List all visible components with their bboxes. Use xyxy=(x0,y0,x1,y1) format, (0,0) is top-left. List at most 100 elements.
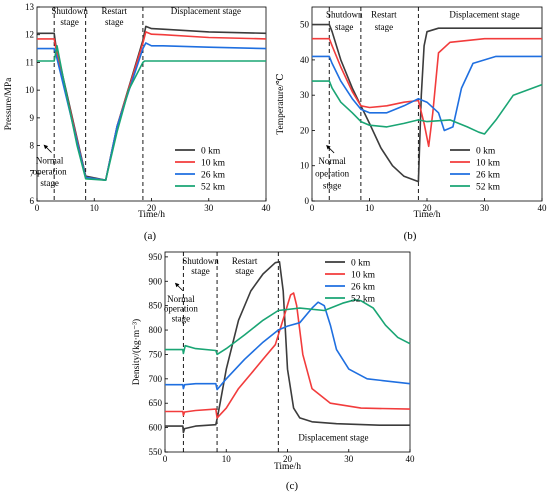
x-tick-label: 20 xyxy=(283,454,293,464)
stage-annotation: stage xyxy=(105,17,124,27)
panel-label: (a) xyxy=(144,230,157,242)
legend-entry: 0 km xyxy=(201,147,221,157)
legend-entry: 26 km xyxy=(476,171,501,181)
stage-annotation: stage xyxy=(191,266,210,276)
panel-label: (c) xyxy=(286,480,299,492)
stage-annotation: Shutdown xyxy=(326,10,363,20)
series-line-52-km xyxy=(165,298,411,356)
stage-annotation: Restart xyxy=(102,6,128,16)
x-axis-label: Time/h xyxy=(138,210,165,220)
y-tick-label: 12 xyxy=(25,30,34,40)
stage-annotation: Shutdown xyxy=(182,256,219,266)
series-line-52-km xyxy=(37,44,266,181)
x-tick-label: 20 xyxy=(423,203,433,213)
y-tick-label: 800 xyxy=(149,325,163,335)
series-line-0-km xyxy=(312,23,542,183)
series-line-10-km xyxy=(312,37,542,148)
legend-entry: 10 km xyxy=(351,271,376,281)
y-tick-label: 11 xyxy=(25,57,34,67)
legend-entry: 26 km xyxy=(351,283,376,293)
stage-annotation: stage xyxy=(335,22,354,32)
stage-annotation: Restart xyxy=(232,256,258,266)
y-tick-label: 550 xyxy=(149,447,163,457)
annotation-arrowhead xyxy=(174,282,180,288)
legend-entry: 52 km xyxy=(201,183,226,193)
y-tick-label: 7 xyxy=(30,168,35,178)
chart-panel-1: 0 10 20 30 40 6 7 8 9 10 11 12 13 Time/h Pressure/MPa S… xyxy=(4,2,271,242)
annotation-arrowhead xyxy=(326,144,331,150)
stage-annotation: Normal xyxy=(36,156,64,166)
x-tick-label: 10 xyxy=(90,203,100,213)
y-tick-label: 6 xyxy=(30,196,35,206)
series-line-0-km xyxy=(37,25,267,181)
legend-entry: 52 km xyxy=(476,183,501,193)
legend-entry: 26 km xyxy=(201,171,226,181)
panel-label: (b) xyxy=(404,230,417,242)
x-tick-label: 40 xyxy=(262,203,272,213)
y-tick-label: 13 xyxy=(25,2,35,12)
legend-entry: 0 km xyxy=(476,147,496,157)
x-tick-label: 0 xyxy=(35,203,40,213)
stage-annotation: operation xyxy=(315,168,349,178)
y-tick-label: 950 xyxy=(149,252,163,262)
x-tick-label: 0 xyxy=(310,203,315,213)
x-tick-label: 20 xyxy=(147,203,157,213)
x-tick-label: 30 xyxy=(480,203,490,213)
stage-annotation: Displacement stage xyxy=(298,432,368,442)
y-tick-label: 850 xyxy=(149,301,163,311)
x-tick-label: 10 xyxy=(222,454,232,464)
x-tick-label: 30 xyxy=(344,454,354,464)
y-tick-label: 600 xyxy=(149,423,163,433)
x-axis-label: Time/h xyxy=(274,462,301,472)
y-tick-label: 10 xyxy=(300,161,310,171)
chart-panel-3: 0 10 20 30 40 550 600 650 700 750 800 850 900 950 Time… xyxy=(131,251,416,492)
annotation-arrowhead xyxy=(43,144,49,150)
y-tick-label: 30 xyxy=(300,90,310,100)
stage-annotation: Normal xyxy=(318,156,346,166)
stage-annotation: stage xyxy=(172,313,191,323)
y-tick-label: 40 xyxy=(300,55,310,65)
y-tick-label: 10 xyxy=(25,85,35,95)
y-tick-label: 700 xyxy=(149,374,163,384)
series-line-26-km xyxy=(312,55,542,132)
y-axis-label: Pressure/MPa xyxy=(4,77,14,131)
y-tick-label: 900 xyxy=(149,276,163,286)
y-tick-label: 20 xyxy=(300,125,310,135)
series-line-0-km xyxy=(165,260,410,434)
x-axis-label: Time/h xyxy=(413,210,440,220)
y-tick-label: 8 xyxy=(30,141,35,151)
legend-entry: 0 km xyxy=(351,259,371,269)
x-tick-label: 40 xyxy=(538,203,548,213)
legend-entry: 52 km xyxy=(351,295,376,305)
stage-annotation: Displacement stage xyxy=(449,10,519,20)
y-tick-label: 9 xyxy=(30,113,35,123)
stage-annotation: Normal xyxy=(167,294,195,304)
stage-annotation: stage xyxy=(375,22,394,32)
chart-panel-2: 0 10 20 30 40 0 10 20 30 40 50 Time/h Temperature/℃ S… xyxy=(276,6,548,242)
series-line-26-km xyxy=(165,301,411,391)
series-line-10-km xyxy=(37,31,267,181)
y-axis-label: Temperature/℃ xyxy=(276,73,286,135)
stage-annotation: stage xyxy=(60,17,79,27)
legend-entry: 10 km xyxy=(201,159,226,169)
y-axis-label: Density/(kg·m⁻³) xyxy=(131,319,142,385)
x-tick-label: 0 xyxy=(163,454,168,464)
stage-annotation: operation xyxy=(164,304,198,314)
y-tick-label: 0 xyxy=(305,196,310,206)
series-line-52-km xyxy=(312,80,543,135)
stage-annotation: Shutdown xyxy=(51,6,88,16)
legend-entry: 10 km xyxy=(476,159,501,169)
stage-annotation: stage xyxy=(235,266,254,276)
x-tick-label: 40 xyxy=(406,454,416,464)
y-tick-label: 50 xyxy=(300,20,310,30)
stage-annotation: Displacement stage xyxy=(171,6,241,16)
y-tick-label: 750 xyxy=(149,349,163,359)
stage-annotation: Restart xyxy=(371,10,397,20)
y-tick-label: 650 xyxy=(149,398,163,408)
plot-frame xyxy=(36,6,267,202)
series-line-10-km xyxy=(165,292,411,419)
stage-annotation: stage xyxy=(40,178,59,188)
x-tick-label: 10 xyxy=(365,203,375,213)
stage-annotation: operation xyxy=(33,167,67,177)
